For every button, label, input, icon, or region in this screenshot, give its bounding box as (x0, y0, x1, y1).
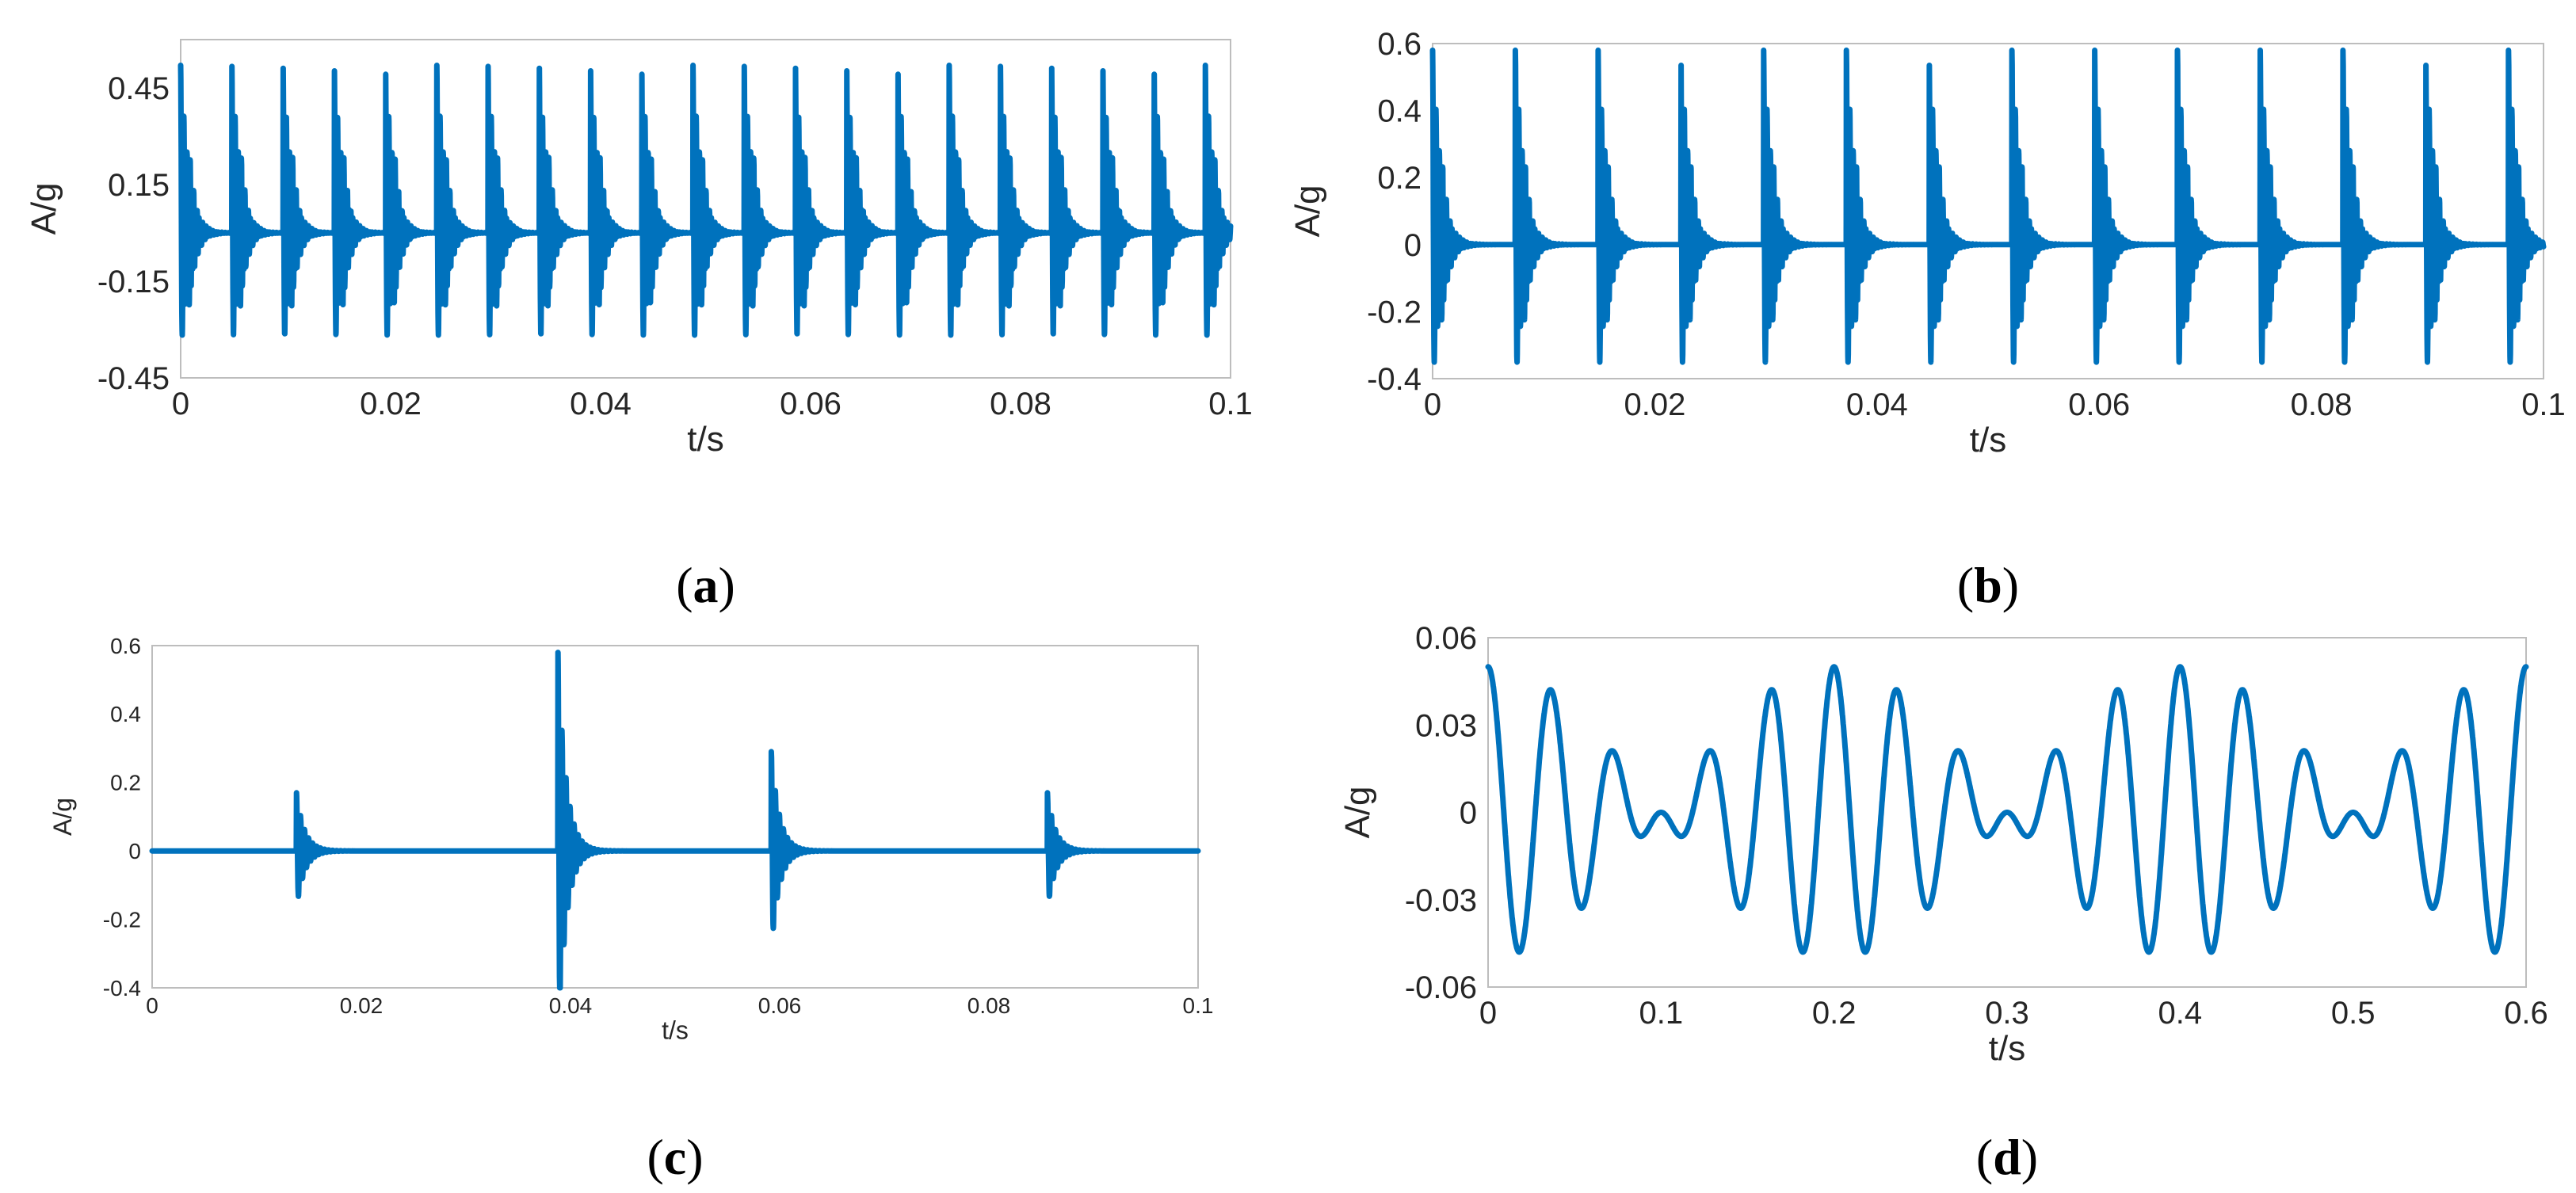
y-tick-label: 0 (1404, 228, 1422, 263)
y-tick-label: 0.03 (1415, 708, 1477, 743)
x-tick-label: 0.04 (549, 993, 593, 1018)
x-tick-label: 0.1 (2521, 387, 2566, 422)
y-tick-label: 0.06 (1415, 621, 1477, 656)
x-tick-label: 0.04 (1846, 387, 1908, 422)
x-tick-label: 0 (172, 387, 189, 421)
x-tick-label: 0.08 (990, 387, 1051, 421)
y-axis-label: A/g (1288, 185, 1327, 237)
plot-frame (151, 645, 1199, 989)
signal-line (1429, 48, 2547, 365)
x-axis-label: t/s (687, 420, 723, 459)
x-tick-label: 0.1 (1183, 993, 1214, 1018)
panel-letter: b (1974, 557, 2002, 613)
panel-letter: c (664, 1129, 686, 1185)
y-tick-label: 0.6 (1377, 27, 1422, 62)
y-tick-label: 0.45 (108, 71, 170, 106)
panel-caption: (b) (1957, 557, 2019, 613)
x-tick-label: 0 (146, 993, 158, 1018)
y-axis-label: A/g (48, 798, 77, 836)
y-tick-label: 0 (128, 839, 141, 863)
x-axis-label: t/s (1970, 421, 2006, 459)
signal-line (149, 650, 1201, 991)
panel-caption: (a) (676, 557, 735, 613)
x-tick-label: 0.02 (360, 387, 422, 421)
plot-frame (1487, 637, 2527, 988)
y-axis-label: A/g (25, 182, 63, 234)
x-tick-label: 0.02 (1624, 387, 1685, 422)
y-tick-label: 0.2 (110, 771, 141, 795)
x-axis-label: t/s (1989, 1029, 2025, 1068)
y-tick-label: -0.06 (1405, 970, 1477, 1005)
y-tick-label: -0.2 (1367, 295, 1422, 330)
signal-line (177, 63, 1234, 338)
y-tick-label: -0.45 (97, 361, 170, 396)
x-tick-label: 0.08 (967, 993, 1011, 1018)
x-axis-label: t/s (662, 1016, 689, 1044)
x-tick-label: 0 (1424, 387, 1441, 422)
y-tick-label: 0.15 (108, 168, 170, 203)
y-tick-label: 0.6 (110, 634, 141, 658)
x-tick-label: 0.04 (570, 387, 632, 421)
y-tick-label: 0.4 (1377, 94, 1422, 129)
y-axis-label: A/g (1338, 786, 1377, 838)
y-tick-label: -0.4 (1367, 362, 1422, 397)
x-tick-label: 0.3 (1985, 996, 2029, 1031)
y-tick-label: -0.03 (1405, 883, 1477, 918)
panel-caption: (d) (1976, 1129, 2038, 1185)
y-tick-label: 0 (1460, 796, 1477, 831)
chart-panel-d: -0.06 -0.03 0 0.03 0.06 0 0.1 0.2 0.3 0.4 0.5 0.6 t/… (1338, 621, 2548, 1185)
x-tick-label: 0.5 (2331, 996, 2376, 1031)
chart-panel-b: -0.4 -0.2 0 0.2 0.4 0.6 0 0.02 0.04 0.06 0.08 0.1 t/… (1288, 27, 2566, 613)
y-tick-label: 0.4 (110, 702, 141, 726)
y-tick-label: -0.4 (103, 976, 141, 1001)
x-tick-label: 0.02 (340, 993, 384, 1018)
panel-letter: a (693, 557, 719, 613)
x-tick-label: 0.2 (1812, 996, 1857, 1031)
x-tick-label: 0.6 (2504, 996, 2548, 1031)
chart-panel-a: -0.45 -0.15 0.15 0.45 0 0.02 0.04 0.06 0.08 0.1 t/… (25, 39, 1253, 613)
x-tick-label: 0.06 (2068, 387, 2130, 422)
chart-panel-c: -0.4 -0.2 0 0.2 0.4 0.6 0 0.02 0.04 0.06 0.08 0.1 t/… (48, 634, 1213, 1185)
x-tick-label: 0.1 (1639, 996, 1684, 1031)
x-tick-label: 0.4 (2158, 996, 2203, 1031)
signal-line (1485, 664, 2529, 955)
y-tick-label: -0.2 (103, 907, 141, 932)
x-tick-label: 0.06 (780, 387, 841, 421)
panel-caption: (c) (647, 1129, 703, 1185)
y-tick-label: 0.2 (1377, 161, 1422, 196)
x-tick-label: 0.06 (758, 993, 802, 1018)
x-tick-label: 0.08 (2291, 387, 2353, 422)
x-tick-label: 0.1 (1208, 387, 1253, 421)
y-tick-label: -0.15 (97, 265, 170, 299)
x-tick-label: 0 (1479, 996, 1497, 1031)
panel-letter: d (1993, 1129, 2021, 1185)
